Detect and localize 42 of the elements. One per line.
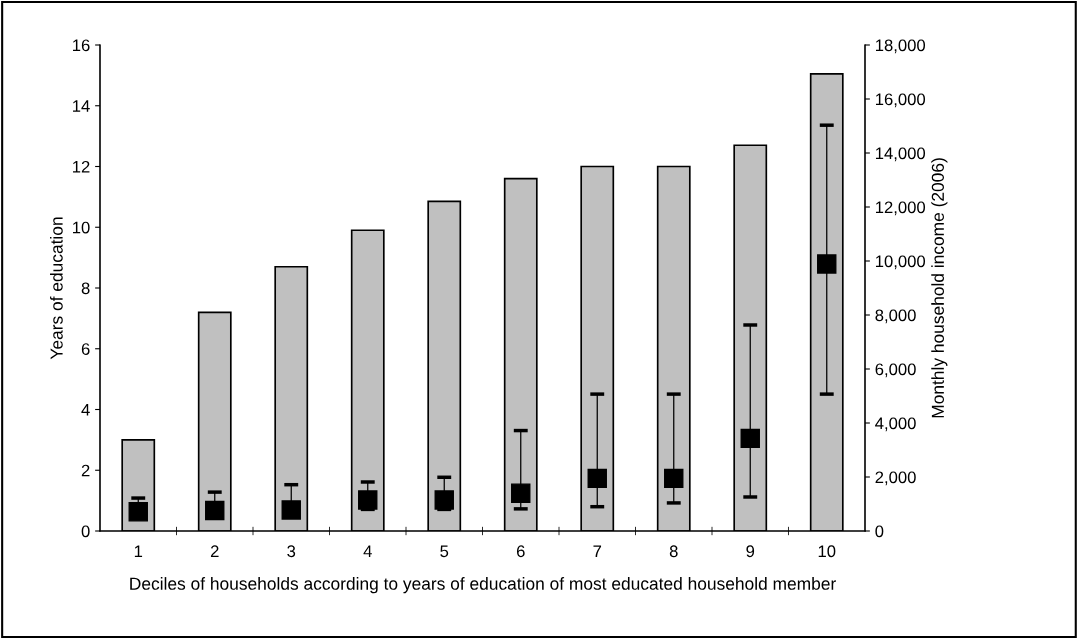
- point: [281, 500, 301, 520]
- point: [587, 468, 607, 489]
- y-tick-label: 0: [81, 525, 90, 538]
- x-tick-label: 8: [669, 545, 678, 558]
- y-tick-label: 6: [81, 343, 90, 355]
- point: [511, 483, 531, 503]
- point: [740, 428, 760, 449]
- point: [358, 490, 378, 510]
- y-tick-label: 8: [81, 282, 90, 295]
- x-tick-label: 7: [593, 545, 602, 557]
- y2-tick-label: 0: [875, 525, 884, 538]
- y2-tick-label: 6,000: [875, 363, 916, 378]
- x-tick-label: 2: [210, 545, 219, 557]
- x-tick-label: 4: [363, 545, 372, 557]
- x-tick-label: 10: [818, 545, 836, 558]
- point: [205, 500, 225, 521]
- x-tick-label: 1: [134, 545, 143, 557]
- point: [664, 468, 684, 489]
- y2-tick-label: 16,000: [875, 93, 926, 108]
- y2-tick-label: 14,000: [875, 147, 926, 162]
- x-tick-label: 9: [746, 545, 755, 558]
- y-tick-label: 12: [73, 160, 90, 173]
- y-tick-label: 14: [73, 100, 90, 112]
- x-tick-label: 5: [440, 545, 449, 558]
- point: [817, 254, 837, 274]
- point: [434, 490, 454, 510]
- y2-tick-label: 10,000: [875, 255, 926, 270]
- y2-axis-title: Monthly household income (2006): [931, 158, 948, 418]
- y-axis-title: Years of education: [50, 217, 63, 360]
- point: [128, 502, 148, 522]
- x-tick-label: 6: [516, 545, 525, 558]
- y-tick-label: 4: [81, 404, 90, 416]
- y2-tick-label: 12,000: [875, 201, 926, 216]
- y2-tick-label: 2,000: [875, 471, 916, 486]
- y2-tick-label: 8,000: [875, 309, 916, 324]
- x-axis-title: Deciles of households according to years of education of most educated household member: [130, 577, 836, 594]
- y-tick-label: 16: [73, 39, 90, 52]
- x-tick-label: 3: [287, 545, 296, 558]
- y2-tick-label: 4,000: [875, 417, 916, 432]
- y-tick-label: 10: [73, 221, 90, 234]
- y-tick-label: 2: [81, 464, 90, 477]
- y2-tick-label: 18,000: [875, 39, 926, 54]
